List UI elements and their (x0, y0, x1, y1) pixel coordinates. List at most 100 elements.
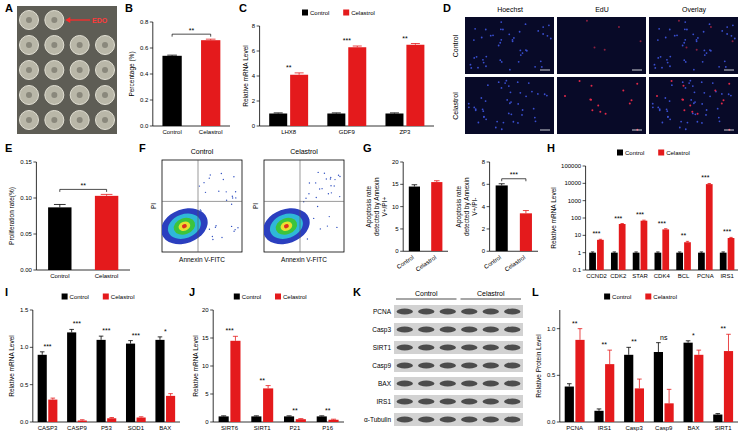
nucleus (522, 52, 524, 54)
event (218, 191, 219, 192)
nucleus (483, 116, 485, 118)
y-tick (583, 200, 586, 201)
bar (605, 364, 614, 422)
nucleus (518, 61, 520, 63)
y-tick (150, 100, 153, 101)
edu-cell (590, 99, 592, 101)
error-cap (109, 417, 114, 418)
y-tick-label: 10 (574, 232, 581, 238)
nucleus (476, 56, 478, 58)
panel-letter: G (363, 142, 372, 154)
edu-cell (640, 40, 642, 42)
blot-strip (394, 323, 523, 336)
band (397, 399, 413, 405)
y-tick-label: 10000 (564, 180, 581, 186)
y-tick-label: 15 (202, 335, 209, 341)
nucleus (684, 28, 686, 30)
band (440, 363, 456, 369)
edu-cell (682, 85, 684, 87)
band (418, 399, 434, 405)
error-cap (607, 350, 612, 351)
y-axis-title-line: V+/PI+ (382, 196, 389, 216)
row-label: Control (452, 34, 459, 57)
nucleus (683, 59, 685, 61)
nucleus (534, 117, 536, 119)
micrograph (649, 17, 738, 74)
band (483, 417, 499, 423)
event (235, 191, 236, 192)
row-label: Celastrol (452, 92, 459, 120)
event (330, 178, 331, 179)
error-cap (716, 413, 721, 414)
band (504, 381, 520, 387)
nucleus (709, 95, 711, 97)
nucleus (669, 100, 671, 102)
nucleus (694, 101, 696, 103)
event (334, 185, 335, 186)
legend-label: Control (310, 10, 329, 16)
significance: ** (720, 325, 726, 332)
panel-letter: F (139, 142, 146, 154)
y-tick (583, 252, 586, 253)
x-axis-title: Annexin V-FITC (281, 256, 327, 263)
band (397, 381, 413, 387)
follicle-core (77, 92, 83, 98)
blot-strip (394, 377, 523, 390)
edu-cell (597, 105, 599, 107)
edu-cell (594, 46, 596, 48)
error-cap (642, 220, 645, 221)
nucleus (501, 61, 503, 63)
panel-letter: K (353, 286, 361, 298)
bar (155, 340, 164, 422)
nucleus (537, 93, 539, 95)
nucleus (508, 33, 510, 35)
follicle (70, 36, 89, 55)
nucleus (541, 66, 543, 68)
nucleus (669, 118, 671, 120)
y-tick (210, 422, 213, 423)
event (308, 193, 309, 194)
x-tick-label: Celastrol (504, 254, 527, 273)
y-tick (487, 251, 490, 252)
bar (137, 418, 146, 422)
y-axis-title-line: Proliferation rate(%) (8, 187, 16, 245)
nucleus (666, 110, 668, 112)
nucleus (502, 29, 504, 31)
micrograph (557, 77, 646, 134)
follicle (45, 86, 64, 105)
event (317, 172, 318, 173)
error-cap (729, 237, 732, 238)
follicle (20, 36, 39, 55)
band (461, 399, 477, 405)
y-tick-label: 0 (395, 248, 399, 254)
event (212, 236, 213, 237)
y-axis-title-line: Relative Protein Level (535, 334, 542, 398)
edu-cell (689, 105, 691, 107)
follicle (96, 86, 115, 105)
y-tick (33, 162, 36, 163)
error-cap (637, 379, 642, 380)
x-tick-label: Control (396, 254, 415, 270)
significance: ** (602, 341, 608, 348)
bar (635, 388, 644, 422)
nucleus (517, 122, 519, 124)
y-tick (33, 270, 36, 271)
nucleus (512, 40, 514, 42)
y-tick (557, 328, 560, 329)
event (339, 196, 340, 197)
follicle-core (51, 17, 57, 23)
error-bar (235, 336, 236, 340)
nucleus (664, 97, 666, 99)
event (235, 197, 236, 198)
bar (251, 416, 261, 422)
band (504, 363, 520, 369)
event (307, 238, 308, 239)
panel-letter: E (5, 142, 12, 154)
event (215, 225, 216, 226)
nucleus (477, 122, 479, 124)
significance-bracket (502, 179, 526, 182)
event (223, 179, 224, 180)
y-tick (257, 101, 260, 102)
nucleus (519, 31, 521, 33)
legend-label: Control (242, 294, 261, 300)
